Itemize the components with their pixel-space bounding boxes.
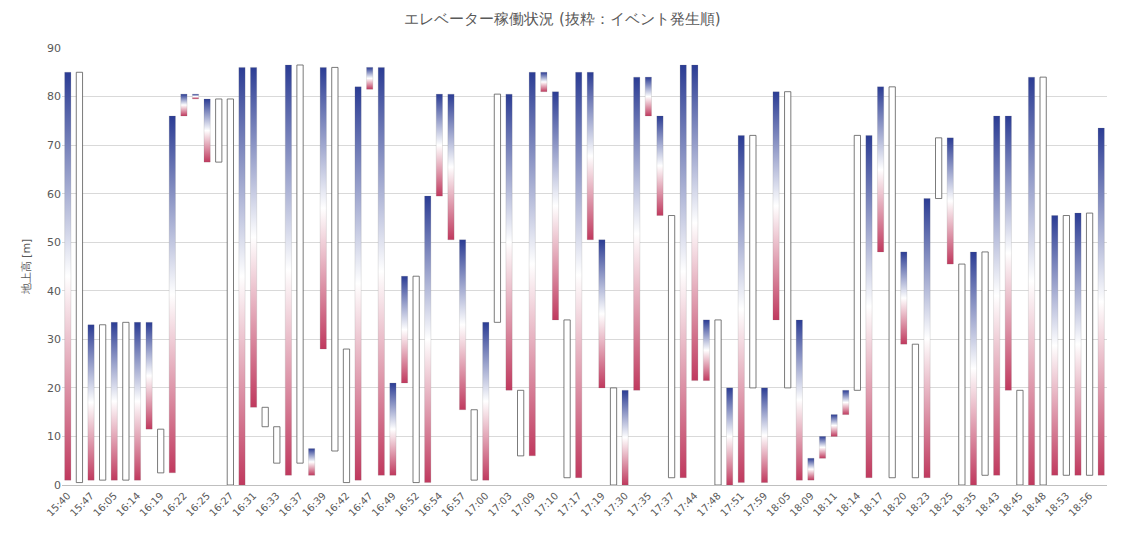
svg-text:16:37: 16:37 xyxy=(277,490,305,518)
svg-text:16:05: 16:05 xyxy=(91,490,119,518)
svg-text:18:14: 18:14 xyxy=(834,490,862,518)
svg-text:17:17: 17:17 xyxy=(555,490,583,518)
svg-text:16:31: 16:31 xyxy=(230,490,258,518)
svg-text:16:52: 16:52 xyxy=(393,490,421,518)
svg-text:18:45: 18:45 xyxy=(997,490,1025,518)
svg-text:16:47: 16:47 xyxy=(346,490,374,518)
svg-text:60: 60 xyxy=(47,188,61,201)
svg-text:エレベーター稼働状況 (抜粋：イベント発生順): エレベーター稼働状況 (抜粋：イベント発生順) xyxy=(404,10,720,28)
svg-text:18:23: 18:23 xyxy=(904,490,932,518)
svg-text:20: 20 xyxy=(47,382,61,395)
svg-text:40: 40 xyxy=(47,285,61,298)
svg-text:18:25: 18:25 xyxy=(927,490,955,518)
svg-text:17:09: 17:09 xyxy=(509,490,537,518)
svg-text:90: 90 xyxy=(47,42,61,55)
svg-text:16:39: 16:39 xyxy=(300,490,328,518)
svg-text:80: 80 xyxy=(47,90,61,103)
svg-text:18:05: 18:05 xyxy=(764,490,792,518)
svg-text:18:20: 18:20 xyxy=(881,490,909,518)
svg-text:17:10: 17:10 xyxy=(532,490,560,518)
svg-text:10: 10 xyxy=(47,430,61,443)
svg-text:16:19: 16:19 xyxy=(137,490,165,518)
svg-text:16:14: 16:14 xyxy=(114,490,142,518)
svg-text:16:22: 16:22 xyxy=(161,490,189,518)
svg-text:16:49: 16:49 xyxy=(370,490,398,518)
svg-text:18:09: 18:09 xyxy=(788,490,816,518)
svg-text:15:47: 15:47 xyxy=(68,490,96,518)
svg-text:17:37: 17:37 xyxy=(648,490,676,518)
svg-text:18:17: 18:17 xyxy=(857,490,885,518)
svg-text:16:57: 16:57 xyxy=(439,490,467,518)
svg-text:18:35: 18:35 xyxy=(950,490,978,518)
svg-text:16:54: 16:54 xyxy=(416,490,444,518)
svg-text:18:56: 18:56 xyxy=(1066,490,1094,518)
svg-text:15:40: 15:40 xyxy=(45,490,73,518)
svg-text:18:48: 18:48 xyxy=(1020,490,1048,518)
svg-text:18:11: 18:11 xyxy=(811,490,839,518)
svg-text:17:03: 17:03 xyxy=(486,490,514,518)
svg-text:16:33: 16:33 xyxy=(254,490,282,518)
svg-text:地上高 [m]: 地上高 [m] xyxy=(20,239,33,296)
svg-text:17:30: 17:30 xyxy=(602,490,630,518)
svg-text:30: 30 xyxy=(47,333,61,346)
svg-text:17:00: 17:00 xyxy=(463,490,491,518)
svg-text:18:43: 18:43 xyxy=(973,490,1001,518)
svg-text:17:51: 17:51 xyxy=(718,490,746,518)
svg-text:17:44: 17:44 xyxy=(672,490,700,518)
svg-text:0: 0 xyxy=(54,479,61,492)
svg-text:16:27: 16:27 xyxy=(207,490,235,518)
svg-text:17:59: 17:59 xyxy=(741,490,769,518)
svg-text:70: 70 xyxy=(47,139,61,152)
svg-text:50: 50 xyxy=(47,236,61,249)
svg-text:17:48: 17:48 xyxy=(695,490,723,518)
svg-text:17:19: 17:19 xyxy=(579,490,607,518)
svg-text:16:25: 16:25 xyxy=(184,490,212,518)
svg-text:18:53: 18:53 xyxy=(1043,490,1071,518)
svg-text:17:35: 17:35 xyxy=(625,490,653,518)
svg-text:16:42: 16:42 xyxy=(323,490,351,518)
